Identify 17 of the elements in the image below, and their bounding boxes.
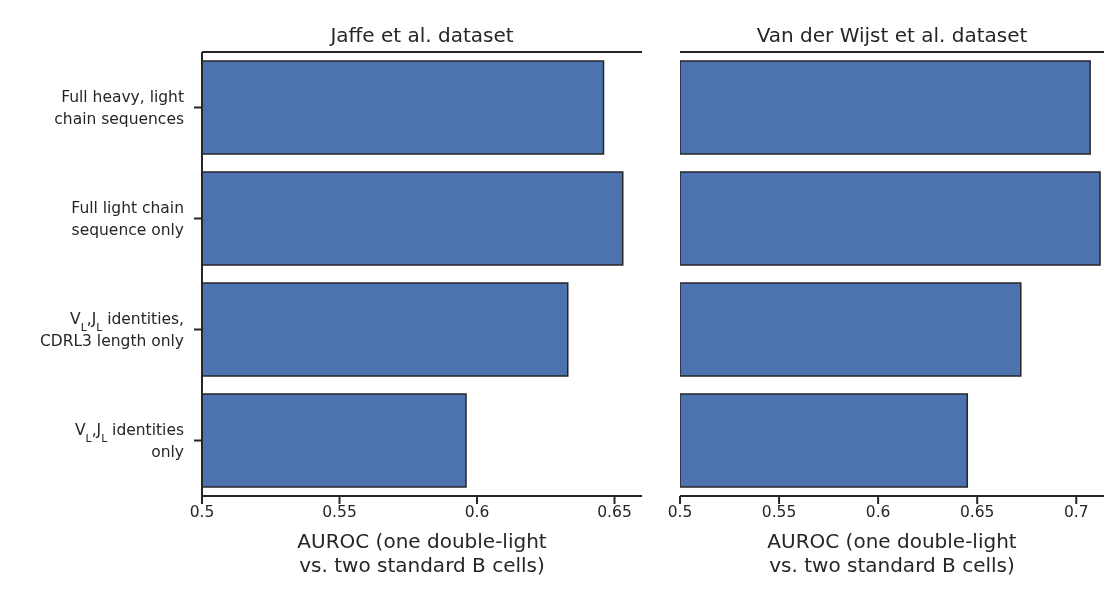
y-tick-label: Full light chain sequence only xyxy=(71,198,184,239)
x-tick-label: 0.55 xyxy=(322,503,357,522)
x-tick-label: 0.7 xyxy=(1063,503,1089,522)
x-tick-label: 0.6 xyxy=(464,503,490,522)
x-tick-label: 0.5 xyxy=(189,503,215,522)
x-axis-title: AUROC (one double-light vs. two standard B cells) xyxy=(297,529,547,577)
x-tick-label: 0.6 xyxy=(865,503,891,522)
x-tick-label: 0.65 xyxy=(959,503,995,522)
chart-title: Jaffe et al. dataset xyxy=(328,23,514,47)
y-tick-label: V$_{L}$,J$_{L}$ identities, CDRL3 length only xyxy=(39,309,184,350)
chart-title: Van der Wijst et al. dataset xyxy=(756,23,1028,47)
x-tick-label: 0.55 xyxy=(761,503,797,522)
x-tick-label: 0.5 xyxy=(667,503,693,522)
x-axis-title: AUROC (one double-light vs. two standard B cells) xyxy=(767,529,1017,577)
x-tick-label: 0.65 xyxy=(597,503,632,522)
y-tick-label: V$_{L}$,J$_{L}$ identities only xyxy=(74,420,184,461)
y-tick-label: Full heavy, light chain sequences xyxy=(54,87,184,128)
